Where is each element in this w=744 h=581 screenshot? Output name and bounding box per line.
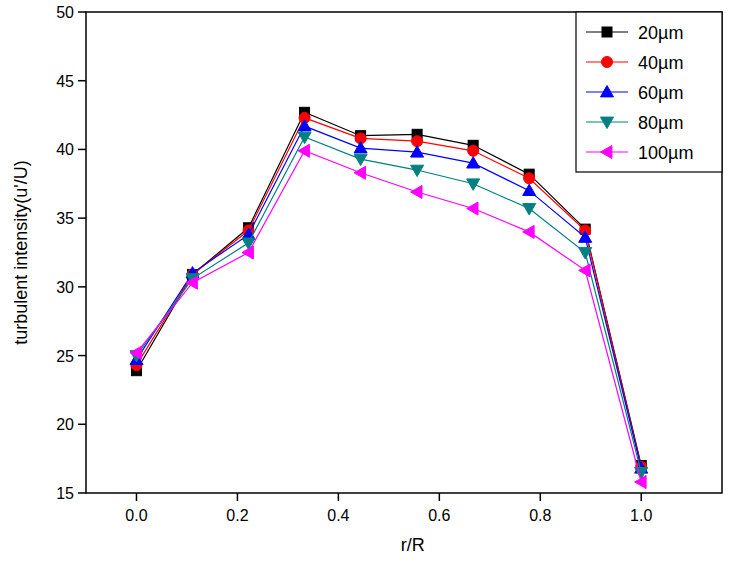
x-tick	[439, 493, 441, 501]
data-point	[298, 144, 309, 157]
x-tick	[640, 493, 642, 501]
plot-area	[130, 107, 648, 488]
x-tick-label: 1.0	[630, 507, 652, 524]
y-tick	[78, 149, 86, 151]
y-tick-label: 25	[56, 348, 74, 365]
y-tick	[78, 424, 86, 426]
x-tick	[540, 493, 542, 501]
x-tick	[136, 493, 138, 501]
series-line	[136, 151, 641, 482]
legend-marker	[601, 117, 614, 128]
series-line	[136, 112, 641, 465]
series	[130, 120, 648, 474]
series-line	[136, 118, 641, 467]
y-tick-label: 45	[56, 73, 74, 90]
data-point	[524, 173, 535, 184]
data-point	[186, 276, 197, 289]
data-point	[467, 179, 480, 190]
chart: 0.0 0.2 0.4 0.6 0.8 1.0 15 20 25 30 35 40 45 50 r/R tur…	[0, 0, 744, 581]
data-point	[579, 231, 592, 242]
data-point	[523, 225, 534, 238]
y-tick	[78, 11, 86, 13]
legend-marker	[601, 146, 612, 159]
legend-label: 20µm	[638, 23, 683, 43]
y-tick-label: 20	[56, 416, 74, 433]
x-axis-label: r/R	[401, 535, 425, 555]
y-axis-label: turbulent intensity(u'/U)	[11, 160, 31, 345]
y-tick-label: 40	[56, 141, 74, 158]
series	[131, 112, 647, 472]
y-tick-label: 15	[56, 485, 74, 502]
data-point	[298, 120, 311, 131]
data-point	[354, 154, 367, 165]
legend-box	[576, 12, 722, 172]
data-point	[298, 132, 311, 143]
y-tick-label: 35	[56, 210, 74, 227]
y-tick	[78, 217, 86, 219]
y-tick	[78, 355, 86, 357]
data-point	[130, 346, 141, 359]
data-point	[579, 248, 592, 259]
series	[131, 107, 646, 470]
x-tick	[237, 493, 239, 501]
x-tick-label: 0.8	[529, 507, 551, 524]
y-tick	[78, 286, 86, 288]
y-tick-label: 30	[56, 279, 74, 296]
y-tick	[78, 80, 86, 82]
legend-label: 60µm	[638, 83, 683, 103]
data-point	[354, 166, 365, 179]
y-tick	[78, 492, 86, 494]
x-tick-label: 0.6	[428, 507, 450, 524]
legend-marker	[601, 86, 614, 97]
x-tick-label: 0.4	[327, 507, 349, 524]
data-point	[242, 246, 253, 259]
series	[130, 132, 648, 479]
legend-label: 100µm	[638, 143, 693, 163]
data-point	[523, 204, 536, 215]
series	[130, 144, 646, 488]
data-point	[579, 264, 590, 277]
legend-label: 80µm	[638, 113, 683, 133]
data-point	[467, 157, 480, 168]
data-point	[411, 186, 422, 199]
plot-frame	[86, 12, 722, 493]
y-tick-label: 50	[56, 4, 74, 21]
legend-marker	[602, 57, 613, 68]
x-tick-label: 0.2	[226, 507, 248, 524]
series-line	[136, 126, 641, 468]
data-point	[467, 202, 478, 215]
x-tick	[338, 493, 340, 501]
data-point	[354, 142, 367, 153]
data-point	[635, 476, 646, 489]
data-point	[411, 146, 424, 157]
data-point	[468, 145, 479, 156]
legend-marker	[602, 27, 612, 37]
data-point	[523, 184, 536, 195]
legend-label: 40µm	[638, 53, 683, 73]
legend: 20µm 40µm 60µm 80µm 100µm	[576, 12, 722, 172]
x-tick-label: 0.0	[125, 507, 147, 524]
data-point	[411, 165, 424, 176]
series-line	[136, 137, 641, 472]
